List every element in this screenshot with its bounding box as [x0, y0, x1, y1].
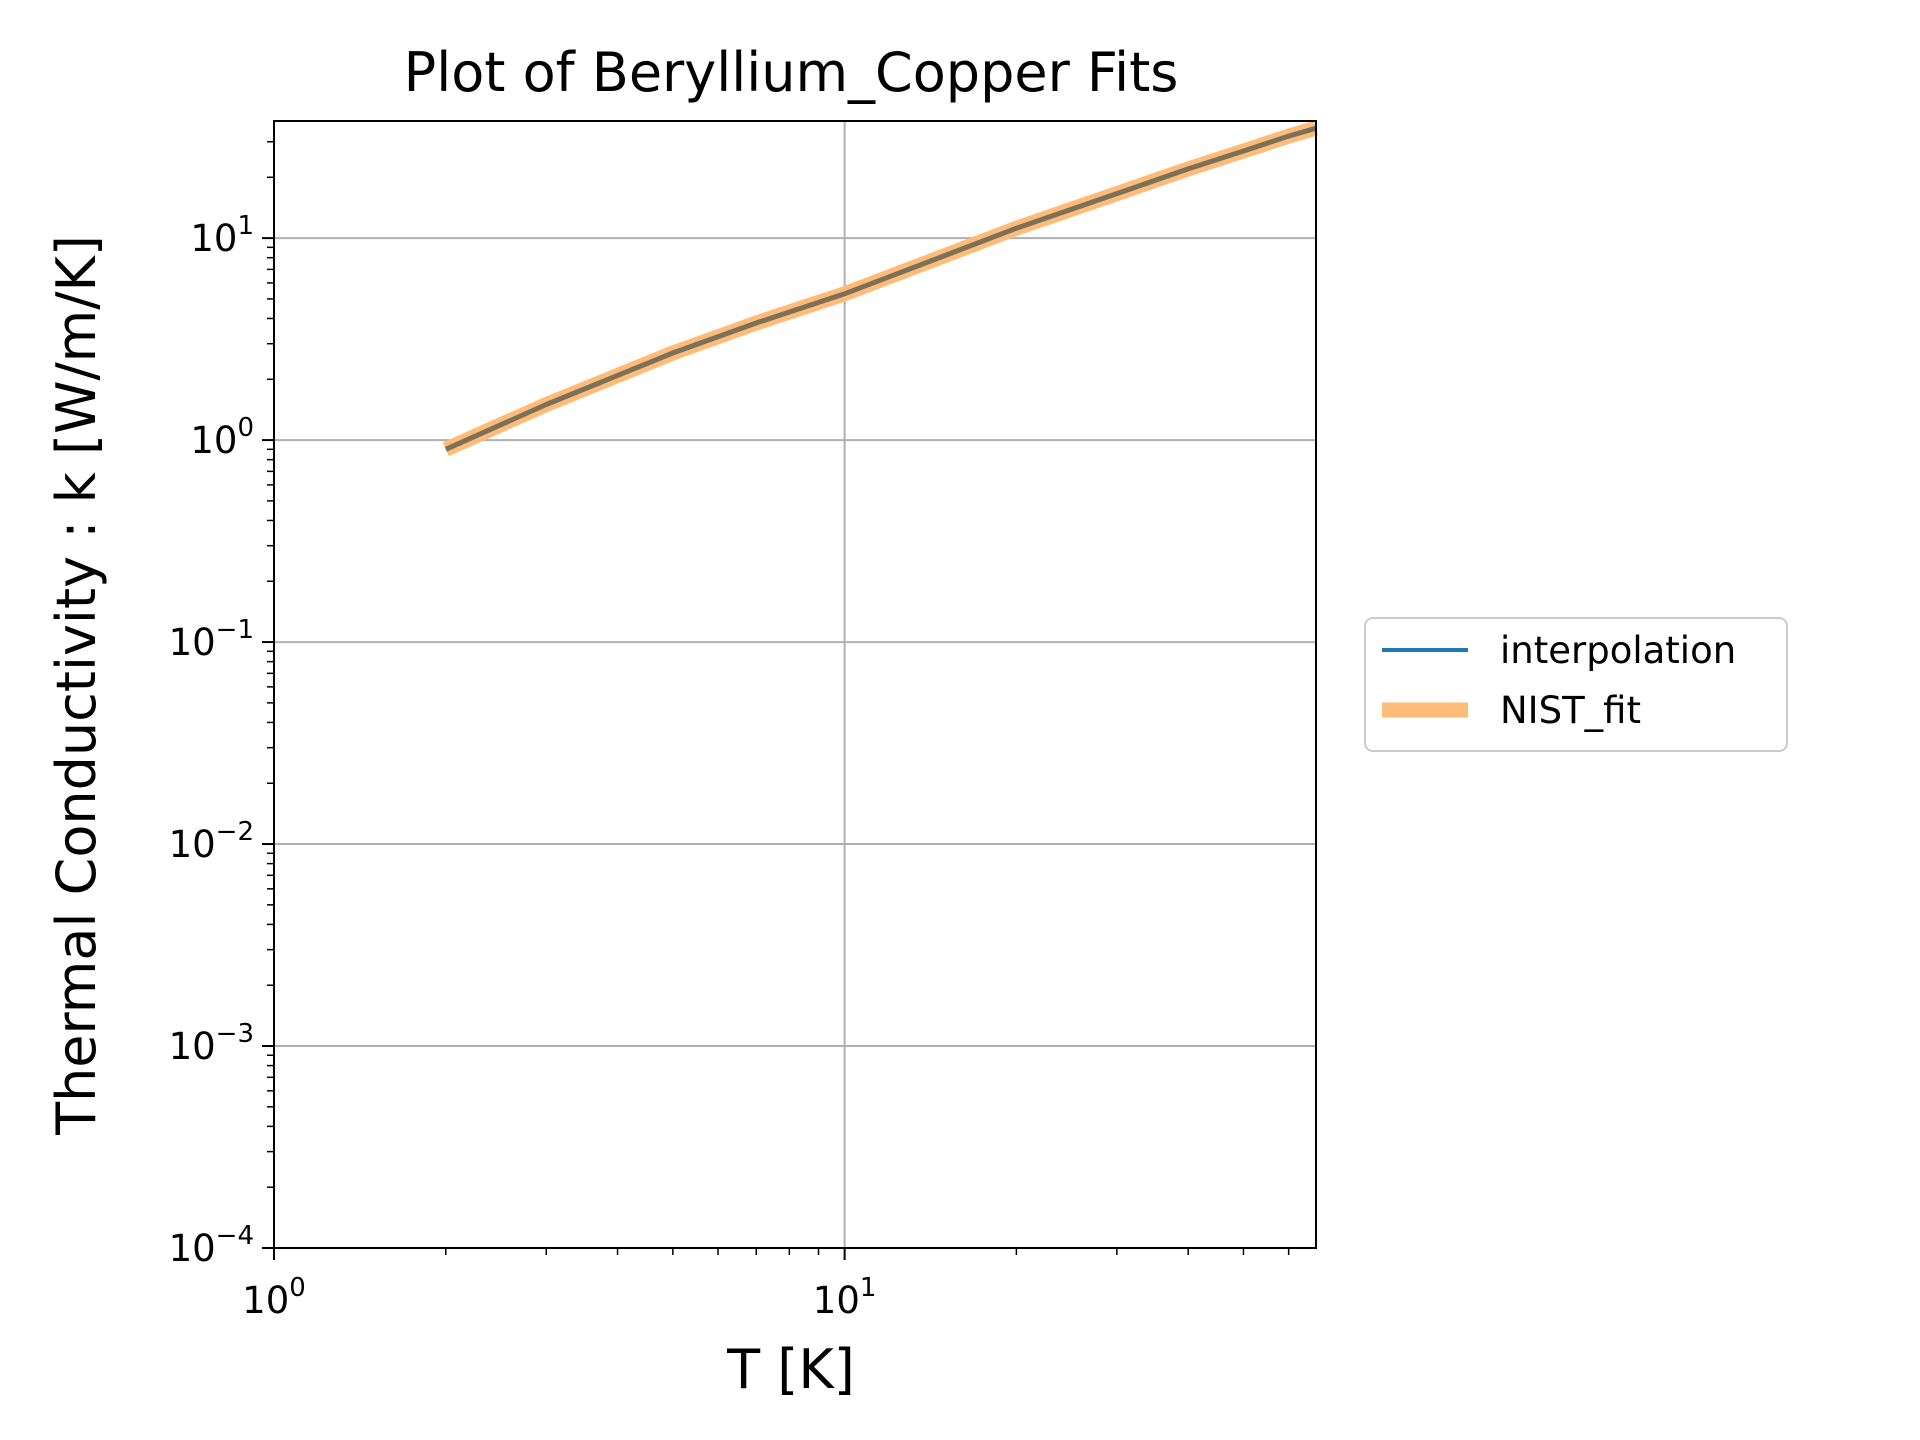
y-tick-label: 10−1 [169, 615, 254, 664]
x-axis-label: T [K] [726, 1338, 855, 1401]
x-tick-label: 101 [813, 1273, 877, 1322]
x-tick-label: 100 [242, 1273, 306, 1322]
y-tick-label: 10−2 [169, 817, 254, 866]
legend-label-interpolation: interpolation [1500, 629, 1736, 672]
y-tick-label: 10−3 [169, 1019, 254, 1068]
legend-box [1364, 617, 1788, 752]
y-axis-label: Thermal Conductivity : k [W/m/K] [45, 235, 108, 1136]
legend-label-nist-fit: NIST_fit [1500, 689, 1641, 732]
major-ticks [262, 237, 846, 1260]
series-layer [442, 120, 1319, 457]
y-tick-label: 100 [190, 413, 254, 462]
chart-title: Plot of Beryllium_Copper Fits [404, 41, 1179, 104]
axes-frame [273, 120, 1317, 1249]
series-line-interpolation [444, 125, 1317, 452]
minor-ticks [267, 140, 1290, 1255]
y-tick-label: 10−4 [169, 1221, 254, 1270]
y-tick-label: 101 [190, 211, 254, 260]
series-line-nist-fit [442, 120, 1319, 457]
legend: interpolation NIST_fit [1364, 617, 1788, 752]
tick-labels: 100 101 10−4 10−3 10−2 10−1 100 101 [169, 211, 877, 1322]
grid-lines [274, 121, 1316, 1248]
